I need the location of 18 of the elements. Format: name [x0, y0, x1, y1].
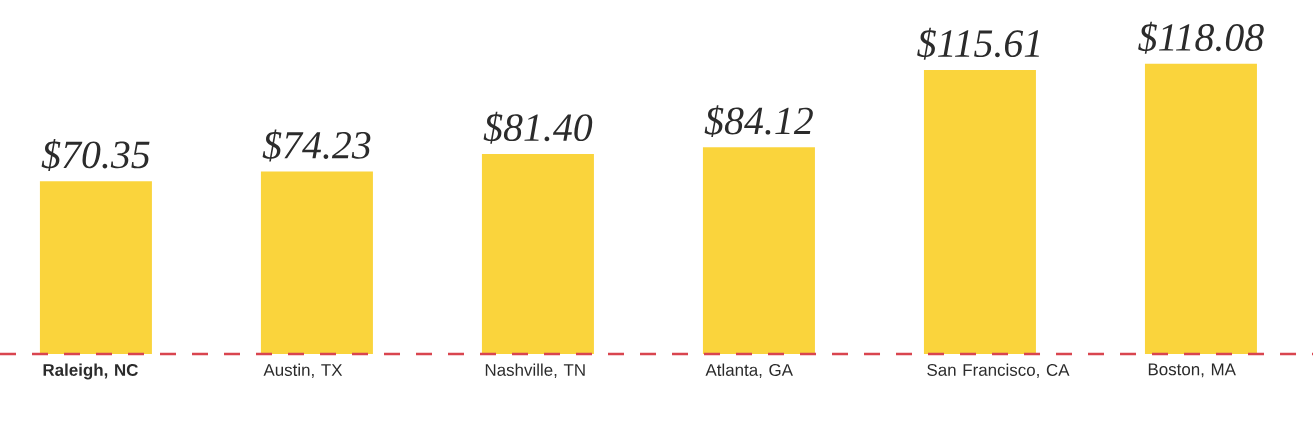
x-tick-label: Raleigh, NC: [43, 363, 138, 380]
bar: [481, 153, 594, 354]
data-label: $74.23: [262, 129, 371, 162]
data-label: $84.12: [704, 105, 813, 138]
x-tick-label: Austin, TX: [263, 363, 343, 378]
x-tick-label: Nashville, TN: [485, 363, 585, 378]
bar: [702, 147, 815, 354]
x-tick-label: San Francisco, CA: [927, 363, 1070, 378]
data-label: $81.40: [483, 111, 593, 144]
x-tick-label: Atlanta, GA: [705, 363, 793, 378]
bar: [923, 69, 1036, 354]
x-tick-label: Boston, MA: [1148, 363, 1236, 378]
data-label: $115.61: [917, 27, 1039, 60]
bar: [39, 181, 152, 354]
data-label: $70.35: [41, 139, 150, 171]
bar: [260, 171, 373, 354]
bar: [1144, 63, 1257, 354]
data-label: $118.08: [1138, 21, 1264, 54]
